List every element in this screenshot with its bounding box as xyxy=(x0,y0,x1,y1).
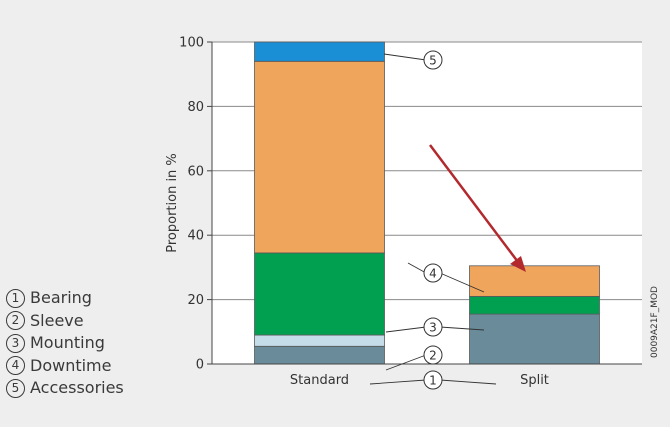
callout-circle xyxy=(423,345,443,365)
y-tick-label: 80 xyxy=(187,100,204,115)
callout-number: 5 xyxy=(429,53,437,67)
legend-label: Accessories xyxy=(30,378,124,397)
legend-number: 5 xyxy=(6,378,25,398)
callout-leader-line xyxy=(439,326,485,331)
legend: 1 Bearing 2 Sleeve 3 Mounting 4 Downtime… xyxy=(6,287,124,400)
legend-label: Bearing xyxy=(30,288,92,307)
reduction-arrow-head xyxy=(510,256,526,272)
legend-number: 2 xyxy=(6,311,25,331)
callout-circle xyxy=(423,370,443,390)
y-axis-label: Proportion in % xyxy=(165,153,180,253)
callout-number: 3 xyxy=(429,320,437,334)
legend-label: Downtime xyxy=(30,355,112,375)
callout-leader-line xyxy=(407,262,427,274)
legend-item-accessories: 5 Accessories xyxy=(6,377,124,400)
image-code-label: 0009A21F_MOD xyxy=(650,286,660,358)
callout-circle xyxy=(423,50,443,70)
callout-number: 1 xyxy=(429,373,437,387)
y-tick-label: 100 xyxy=(179,36,204,51)
callout-leader-line xyxy=(385,354,427,371)
bar-segment xyxy=(254,60,385,254)
bar-segment xyxy=(254,41,385,62)
bar-segment xyxy=(469,265,600,297)
legend-number: 4 xyxy=(6,356,25,376)
legend-item-downtime: 4 Downtime xyxy=(6,355,124,378)
legend-number: 3 xyxy=(6,333,25,353)
y-tick-label: 0 xyxy=(196,358,204,373)
y-tick-label: 60 xyxy=(187,164,204,179)
legend-item-bearing: 1 Bearing xyxy=(6,287,124,310)
legend-item-sleeve: 2 Sleeve xyxy=(6,310,124,333)
legend-label: Sleeve xyxy=(30,310,84,330)
callout-circle xyxy=(423,317,443,337)
callout-number: 4 xyxy=(429,266,437,280)
bar-segment xyxy=(254,334,385,347)
x-tick-label: Standard xyxy=(290,373,349,388)
callout-circle xyxy=(423,263,443,283)
legend-label: Mounting xyxy=(30,333,105,352)
y-tick-label: 20 xyxy=(187,293,204,308)
bar-segment xyxy=(469,295,600,315)
callout-leader-line xyxy=(439,272,485,293)
bar-segment xyxy=(254,345,385,365)
y-tick-label: 40 xyxy=(187,229,204,244)
callout-number: 2 xyxy=(429,348,437,362)
callout-leader-line xyxy=(439,379,497,385)
bar-segment xyxy=(254,252,385,336)
x-tick-label: Split xyxy=(520,373,549,388)
legend-number: 1 xyxy=(6,288,25,308)
callout-leader-line xyxy=(383,53,427,61)
legend-item-mounting: 3 Mounting xyxy=(6,332,124,355)
bar-segment xyxy=(469,313,600,365)
callout-leader-line xyxy=(369,379,427,385)
callout-leader-line xyxy=(385,326,427,333)
reduction-arrow-shaft xyxy=(429,144,519,263)
